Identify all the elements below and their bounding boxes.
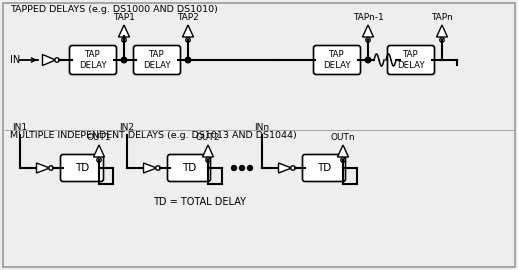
Circle shape	[366, 38, 370, 42]
Circle shape	[291, 166, 295, 170]
Text: TD = TOTAL DELAY: TD = TOTAL DELAY	[153, 197, 247, 207]
Text: TAP
DELAY: TAP DELAY	[143, 50, 171, 70]
Text: TAP
DELAY: TAP DELAY	[397, 50, 425, 70]
Text: TD: TD	[182, 163, 196, 173]
Polygon shape	[338, 145, 349, 157]
Text: TAP2: TAP2	[177, 13, 199, 22]
Polygon shape	[42, 55, 55, 66]
Circle shape	[248, 166, 252, 170]
Text: TAPn: TAPn	[431, 13, 453, 22]
Circle shape	[186, 38, 190, 42]
Text: OUT2: OUT2	[196, 133, 220, 142]
Text: TD: TD	[317, 163, 331, 173]
FancyBboxPatch shape	[313, 46, 361, 75]
Circle shape	[206, 158, 210, 162]
Polygon shape	[279, 163, 292, 173]
FancyBboxPatch shape	[387, 46, 435, 75]
Text: IN1: IN1	[12, 123, 27, 132]
Circle shape	[122, 38, 126, 42]
Text: IN2: IN2	[120, 123, 135, 132]
Polygon shape	[363, 25, 373, 37]
Polygon shape	[119, 25, 130, 37]
Text: TAP
DELAY: TAP DELAY	[323, 50, 351, 70]
Circle shape	[232, 166, 237, 170]
FancyBboxPatch shape	[167, 154, 210, 181]
Circle shape	[156, 166, 160, 170]
Circle shape	[440, 38, 444, 42]
Text: TAPPED DELAYS (e.g. DS1000 AND DS1010): TAPPED DELAYS (e.g. DS1000 AND DS1010)	[10, 5, 218, 14]
Text: TAP
DELAY: TAP DELAY	[79, 50, 107, 70]
Polygon shape	[36, 163, 50, 173]
Circle shape	[341, 158, 345, 162]
FancyBboxPatch shape	[69, 46, 117, 75]
Circle shape	[49, 166, 53, 170]
FancyBboxPatch shape	[134, 46, 180, 75]
Polygon shape	[203, 145, 213, 157]
Circle shape	[239, 166, 244, 170]
Polygon shape	[94, 145, 105, 157]
Circle shape	[365, 57, 371, 63]
Circle shape	[185, 57, 191, 63]
Polygon shape	[182, 25, 194, 37]
Polygon shape	[143, 163, 156, 173]
Circle shape	[121, 57, 127, 63]
Text: IN: IN	[10, 55, 20, 65]
Circle shape	[97, 158, 101, 162]
Text: TAPn-1: TAPn-1	[353, 13, 383, 22]
Text: INn: INn	[254, 123, 269, 132]
Text: OUT1: OUT1	[87, 133, 111, 142]
Text: OUTn: OUTn	[330, 133, 355, 142]
FancyBboxPatch shape	[303, 154, 346, 181]
Text: TD: TD	[75, 163, 89, 173]
Circle shape	[55, 58, 59, 62]
Text: TAP1: TAP1	[113, 13, 135, 22]
FancyBboxPatch shape	[61, 154, 104, 181]
Text: MULTIPLE INDEPENDENT DELAYS (e.g. DS1013 AND DS1044): MULTIPLE INDEPENDENT DELAYS (e.g. DS1013…	[10, 131, 297, 140]
Polygon shape	[437, 25, 448, 37]
